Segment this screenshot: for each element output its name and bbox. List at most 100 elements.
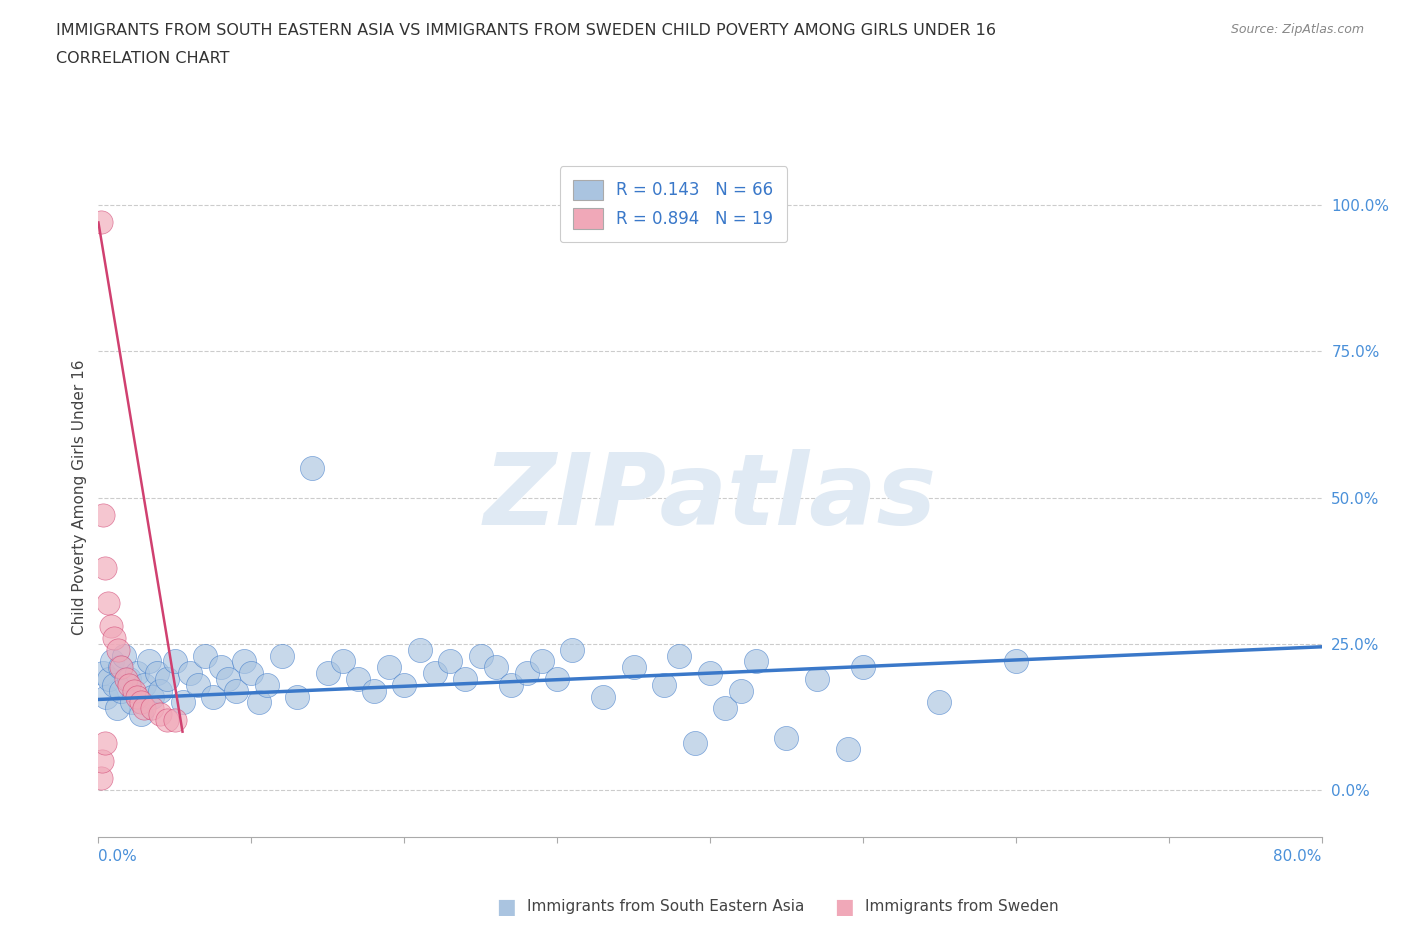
Point <box>97 595 120 610</box>
Text: CORRELATION CHART: CORRELATION CHART <box>56 51 229 66</box>
Point <box>530 654 553 669</box>
Point <box>225 684 247 698</box>
Point <box>652 677 675 692</box>
Point <box>852 660 875 675</box>
Point <box>125 666 148 681</box>
Point <box>141 689 163 704</box>
Point <box>806 671 828 686</box>
Point <box>179 666 201 681</box>
Point <box>217 671 239 686</box>
Point <box>232 654 254 669</box>
Point <box>122 684 145 698</box>
Point <box>141 701 163 716</box>
Point <box>423 666 446 681</box>
Point <box>775 730 797 745</box>
Point <box>145 666 167 681</box>
Point <box>91 666 114 681</box>
Text: ZIPatlas: ZIPatlas <box>484 449 936 546</box>
Point <box>408 643 430 658</box>
Point <box>285 689 308 704</box>
Point <box>256 677 278 692</box>
Point <box>623 660 645 675</box>
Text: Immigrants from South Eastern Asia: Immigrants from South Eastern Asia <box>527 899 804 914</box>
Point <box>134 701 156 716</box>
Point <box>470 648 492 663</box>
Point <box>683 736 706 751</box>
Text: IMMIGRANTS FROM SOUTH EASTERN ASIA VS IMMIGRANTS FROM SWEDEN CHILD POVERTY AMONG: IMMIGRANTS FROM SOUTH EASTERN ASIA VS IM… <box>56 23 997 38</box>
Point <box>98 671 121 686</box>
Point <box>91 753 114 768</box>
Point <box>392 677 416 692</box>
Point <box>928 695 950 710</box>
Point <box>108 660 131 675</box>
Point <box>194 648 217 663</box>
Point <box>115 671 138 686</box>
Point <box>121 695 143 710</box>
Text: ■: ■ <box>834 897 853 917</box>
Text: 80.0%: 80.0% <box>1274 849 1322 864</box>
Point <box>94 561 117 576</box>
Point <box>363 684 385 698</box>
Text: Immigrants from Sweden: Immigrants from Sweden <box>865 899 1059 914</box>
Point <box>202 689 225 704</box>
Point <box>240 666 263 681</box>
Point <box>837 742 859 757</box>
Point <box>156 671 179 686</box>
Point <box>129 707 152 722</box>
Point <box>138 654 160 669</box>
Point <box>156 712 179 727</box>
Point <box>561 643 583 658</box>
Legend: R = 0.143   N = 66, R = 0.894   N = 19: R = 0.143 N = 66, R = 0.894 N = 19 <box>560 166 787 242</box>
Point <box>103 631 125 645</box>
Text: 0.0%: 0.0% <box>98 849 138 864</box>
Point <box>699 666 721 681</box>
Point <box>101 654 124 669</box>
Point <box>149 707 172 722</box>
Point <box>1004 654 1026 669</box>
Point <box>172 695 194 710</box>
Point <box>187 677 209 692</box>
Point <box>745 654 768 669</box>
Point <box>485 660 508 675</box>
Point <box>134 677 156 692</box>
Point <box>107 643 129 658</box>
Point <box>714 701 737 716</box>
Point <box>105 701 128 716</box>
Point <box>103 677 125 692</box>
Point <box>163 654 186 669</box>
Point <box>301 461 323 476</box>
Point <box>90 215 112 230</box>
Point <box>347 671 370 686</box>
Point <box>516 666 538 681</box>
Point <box>730 684 752 698</box>
Y-axis label: Child Poverty Among Girls Under 16: Child Poverty Among Girls Under 16 <box>72 360 87 635</box>
Point <box>270 648 294 663</box>
Point <box>546 671 568 686</box>
Point <box>112 648 135 663</box>
Text: ■: ■ <box>496 897 516 917</box>
Point <box>247 695 270 710</box>
Point <box>209 660 232 675</box>
Point <box>110 660 132 675</box>
Point <box>163 712 186 727</box>
Point <box>125 689 148 704</box>
Point <box>592 689 614 704</box>
Point <box>668 648 690 663</box>
Point <box>454 671 477 686</box>
Point <box>90 771 112 786</box>
Point <box>118 671 141 686</box>
Point <box>129 695 152 710</box>
Point <box>439 654 461 669</box>
Point <box>149 684 172 698</box>
Point <box>110 684 132 698</box>
Point <box>94 689 117 704</box>
Point <box>316 666 339 681</box>
Point <box>118 677 141 692</box>
Point <box>332 654 354 669</box>
Point <box>378 660 401 675</box>
Text: Source: ZipAtlas.com: Source: ZipAtlas.com <box>1230 23 1364 36</box>
Point <box>91 508 114 523</box>
Point <box>93 736 115 751</box>
Point <box>501 677 523 692</box>
Point <box>100 618 122 633</box>
